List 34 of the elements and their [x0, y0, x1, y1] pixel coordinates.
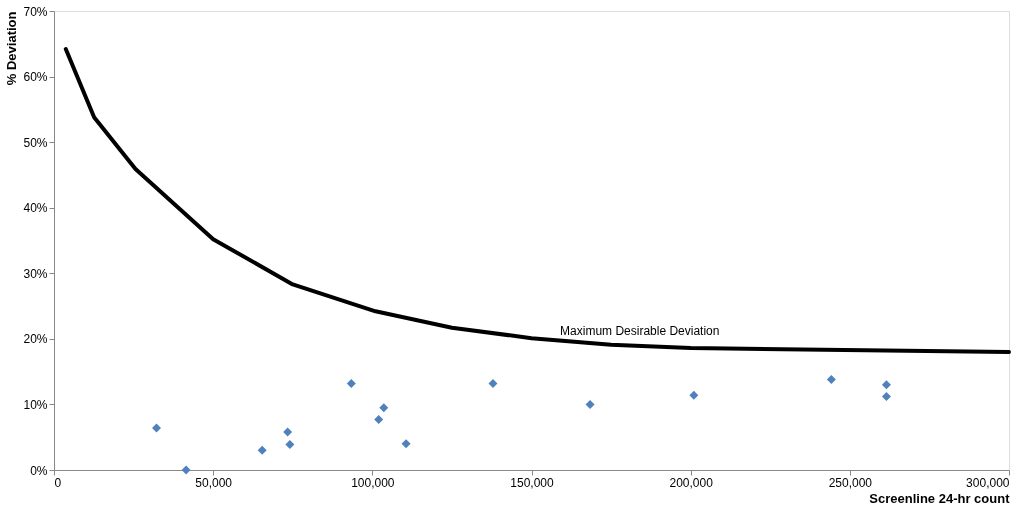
point	[152, 423, 161, 433]
y-tick-label: 0%	[30, 463, 48, 478]
point	[257, 445, 267, 455]
point	[585, 399, 595, 409]
x-tick-label: 0	[54, 475, 62, 490]
y-axis-title: % Deviation	[4, 11, 20, 86]
point	[283, 427, 293, 437]
point	[181, 465, 191, 475]
point	[488, 378, 498, 388]
y-tick-label: 30%	[23, 266, 48, 281]
point	[881, 392, 891, 402]
y-tick-label: 50%	[23, 135, 48, 150]
point	[689, 390, 699, 400]
y-tick-label: 40%	[23, 201, 48, 216]
annotation: Maximum Desirable Deviation	[560, 324, 720, 339]
x-tick-label: 150,000	[510, 475, 555, 490]
y-tick-label: 20%	[23, 332, 48, 347]
x-tick-label: 200,000	[669, 475, 714, 490]
point	[285, 439, 295, 449]
point	[379, 403, 389, 413]
point	[346, 378, 356, 388]
y-tick-label: 10%	[23, 397, 48, 412]
x-tick-label: 50,000	[195, 475, 233, 490]
y-tick-label: 70%	[23, 4, 48, 19]
x-axis-title: Screenline 24-hr count	[869, 490, 1011, 506]
x-tick-label: 250,000	[828, 475, 873, 490]
point	[401, 439, 411, 449]
point	[374, 415, 384, 424]
point	[826, 375, 836, 384]
point	[881, 380, 891, 390]
x-tick-label: 100,000	[351, 475, 395, 490]
line-series	[63, 47, 1011, 354]
x-tick-label: 300,000	[966, 475, 1010, 490]
y-tick-label: 60%	[23, 70, 48, 85]
